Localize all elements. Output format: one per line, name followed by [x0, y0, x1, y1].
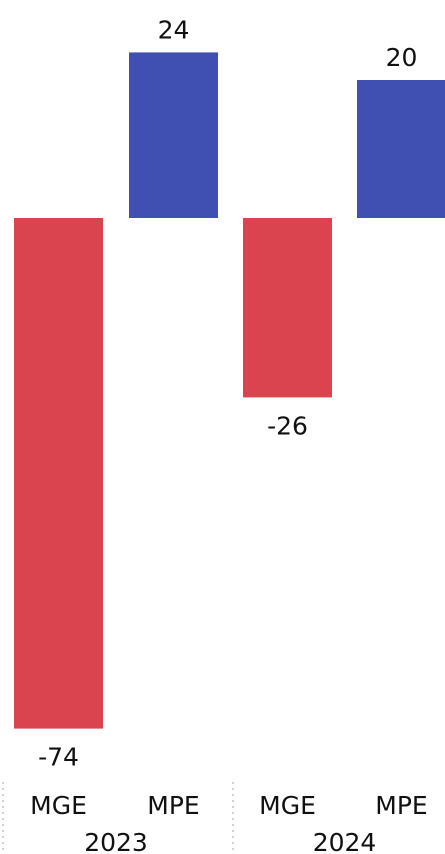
x-tick-label: MPE	[147, 791, 199, 820]
value-labels: -74 24 -26 20	[38, 15, 417, 771]
group-separators	[2, 782, 234, 854]
group-labels: 2023 2024	[84, 828, 376, 854]
data-label: 20	[386, 43, 418, 72]
x-tick-label: MGE	[259, 791, 316, 820]
data-label: -26	[267, 411, 308, 440]
category-labels: MGE MPE MGE MPE	[30, 791, 428, 820]
data-label: 24	[158, 15, 190, 44]
data-label: -74	[38, 743, 79, 772]
group-label: 2023	[84, 828, 148, 854]
group-label: 2024	[313, 828, 377, 854]
x-tick-label: MGE	[30, 791, 87, 820]
bar-2024-mge	[243, 218, 332, 398]
bar-2023-mpe	[129, 52, 218, 219]
x-tick-label: MPE	[375, 791, 427, 820]
bars	[14, 52, 445, 729]
bar-2023-mge	[14, 218, 103, 729]
bar-2024-mpe	[357, 80, 445, 218]
